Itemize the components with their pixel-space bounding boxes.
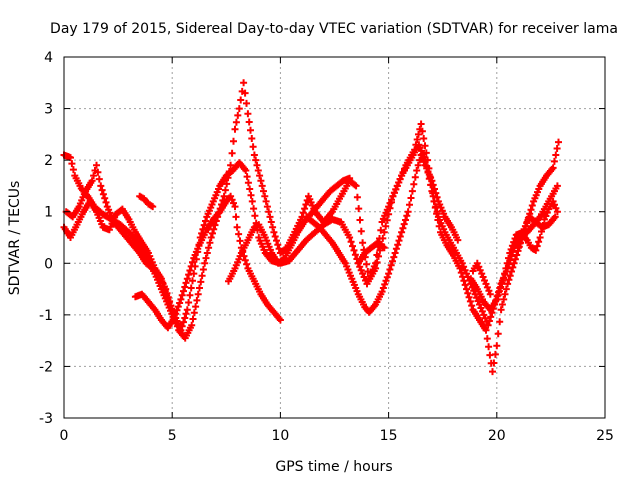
y-tick-label: 4 bbox=[44, 50, 53, 66]
data-series-arc-4 bbox=[131, 192, 284, 332]
x-tick-label: 5 bbox=[168, 428, 177, 444]
y-tick-label: -2 bbox=[39, 359, 53, 375]
y-axis-label: SDTVAR / TECUs bbox=[7, 181, 23, 296]
y-tick-label: 0 bbox=[44, 256, 53, 272]
y-tick-label: 1 bbox=[44, 205, 53, 221]
data-series-arc-10 bbox=[514, 197, 561, 254]
y-tick-label: 2 bbox=[44, 153, 53, 169]
data-points bbox=[60, 79, 562, 376]
x-axis-label: GPS time / hours bbox=[275, 459, 392, 475]
x-tick-label: 10 bbox=[271, 428, 289, 444]
y-tick-label: -3 bbox=[39, 411, 53, 427]
data-series-arc-5 bbox=[136, 192, 157, 211]
plot-frame bbox=[63, 56, 606, 419]
x-tick-label: 0 bbox=[60, 428, 69, 444]
axis-ticks: 0 5 10 15 20 25 -3 -2 -1 0 1 2 3 4 bbox=[39, 50, 614, 444]
x-tick-label: 25 bbox=[596, 428, 614, 444]
data-series-arc-11 bbox=[469, 259, 494, 298]
data-series-arc-7 bbox=[302, 151, 462, 316]
y-tick-label: -1 bbox=[39, 308, 53, 324]
data-series-arc-8 bbox=[354, 239, 388, 267]
x-tick-label: 15 bbox=[380, 428, 398, 444]
x-tick-label: 20 bbox=[488, 428, 506, 444]
chart-title: Day 179 of 2015, Sidereal Day-to-day VTE… bbox=[50, 21, 618, 37]
y-tick-label: 3 bbox=[44, 102, 53, 118]
